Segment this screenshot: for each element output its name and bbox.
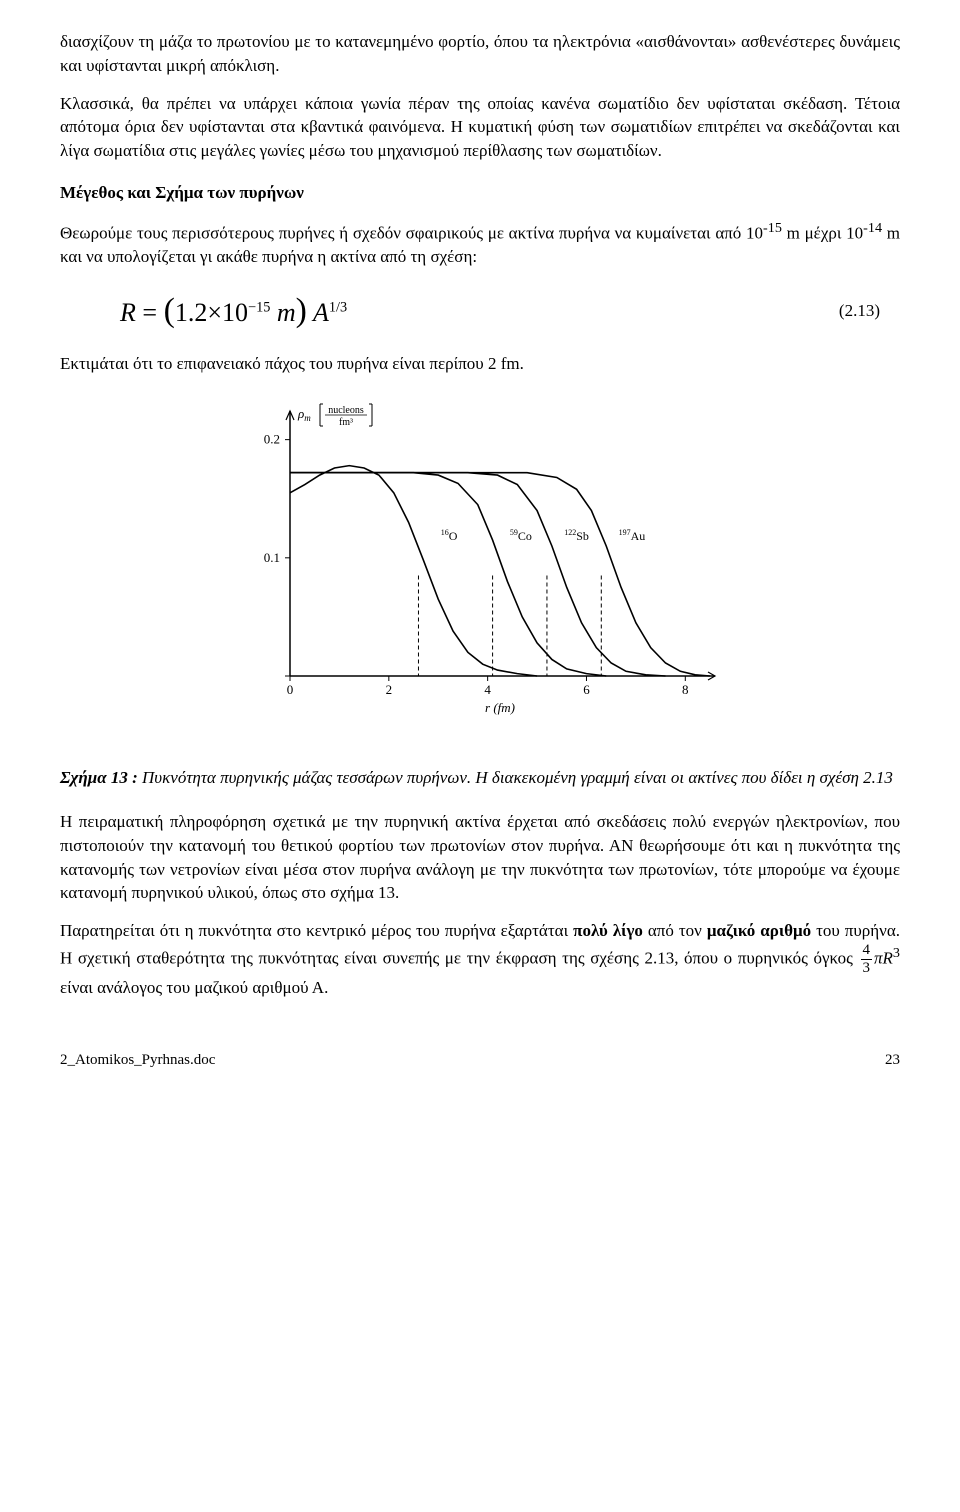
p6-d: πR bbox=[874, 948, 893, 967]
frac-den: 3 bbox=[861, 960, 873, 976]
p3-exp1: -15 bbox=[763, 220, 782, 236]
paragraph-6: Παρατηρείται ότι η πυκνότητα στο κεντρικ… bbox=[60, 919, 900, 1000]
fig-caption-lead: Σχήμα 13 : bbox=[60, 768, 138, 787]
page-footer: 2_Atomikos_Pyrhnas.doc 23 bbox=[60, 1050, 900, 1071]
paragraph-2: Κλασσικά, θα πρέπει να υπάρχει κάποια γω… bbox=[60, 92, 900, 163]
equation-number: (2.13) bbox=[839, 299, 880, 323]
inline-fraction: 43 bbox=[861, 943, 873, 976]
paragraph-3: Θεωρούμε τους περισσότερους πυρήνες ή σχ… bbox=[60, 219, 900, 269]
svg-text:4: 4 bbox=[484, 682, 491, 697]
p6-exp: 3 bbox=[893, 945, 900, 961]
p6-bold2: μαζικό αριθμό bbox=[707, 921, 811, 940]
svg-text:fm³: fm³ bbox=[339, 417, 353, 428]
p3-a: Θεωρούμε τους περισσότερους πυρήνες ή σχ… bbox=[60, 223, 763, 242]
section-heading: Μέγεθος και Σχήμα των πυρήνων bbox=[60, 181, 900, 205]
svg-text:0: 0 bbox=[287, 682, 294, 697]
footer-page: 23 bbox=[885, 1050, 900, 1071]
p3-b: m μέχρι 10 bbox=[782, 223, 863, 242]
footer-file: 2_Atomikos_Pyrhnas.doc bbox=[60, 1050, 215, 1071]
eq-unit: m bbox=[270, 298, 295, 327]
figure-13: 0 2 4 6 8 0.1 0.2 ρm nucleonsfm³ r (fm) 16O 59Co 122… bbox=[60, 396, 900, 736]
p6-e: είναι ανάλογος του μαζικού αριθμού Α. bbox=[60, 978, 328, 997]
eq-tailexp: 1/3 bbox=[329, 299, 347, 315]
svg-text:8: 8 bbox=[682, 682, 689, 697]
paragraph-4: Εκτιμάται ότι το επιφανειακό πάχος του π… bbox=[60, 352, 900, 376]
eq-coef: 1.2 bbox=[175, 298, 208, 327]
fig-caption-body: Πυκνότητα πυρηνικής μάζας τεσσάρων πυρήν… bbox=[138, 768, 893, 787]
svg-text:197Au: 197Au bbox=[619, 528, 646, 543]
svg-text:59Co: 59Co bbox=[510, 528, 532, 543]
svg-text:0.2: 0.2 bbox=[264, 432, 280, 447]
paragraph-1: διασχίζουν τη μάζα το πρωτονίου με το κα… bbox=[60, 30, 900, 78]
eq-eq: = bbox=[136, 298, 164, 327]
frac-num: 4 bbox=[861, 943, 873, 960]
eq-tail: A bbox=[307, 298, 329, 327]
svg-text:r (fm): r (fm) bbox=[485, 700, 515, 715]
p6-b: από τον bbox=[643, 921, 707, 940]
paragraph-5: Η πειραματική πληροφόρηση σχετικά με την… bbox=[60, 810, 900, 905]
p6-a: Παρατηρείται ότι η πυκνότητα στο κεντρικ… bbox=[60, 921, 573, 940]
eq-close: ) bbox=[296, 292, 307, 329]
eq-exp: −15 bbox=[248, 299, 270, 315]
equation-2-13: R = (1.2×10−15 m) A1/3 (2.13) bbox=[120, 287, 900, 334]
p3-exp2: -14 bbox=[863, 220, 882, 236]
svg-text:2: 2 bbox=[386, 682, 393, 697]
figure-13-caption: Σχήμα 13 : Πυκνότητα πυρηνικής μάζας τεσ… bbox=[60, 766, 900, 790]
svg-text:0.1: 0.1 bbox=[264, 550, 280, 565]
svg-text:ρm: ρm bbox=[297, 406, 311, 423]
svg-text:nucleons: nucleons bbox=[328, 405, 364, 416]
equation-body: R = (1.2×10−15 m) A1/3 bbox=[120, 287, 839, 334]
svg-text:122Sb: 122Sb bbox=[564, 528, 589, 543]
density-chart: 0 2 4 6 8 0.1 0.2 ρm nucleonsfm³ r (fm) 16O 59Co 122… bbox=[220, 396, 740, 736]
eq-lhs: R bbox=[120, 298, 136, 327]
eq-times: × bbox=[207, 298, 222, 327]
eq-open: ( bbox=[164, 292, 175, 329]
svg-text:16O: 16O bbox=[441, 528, 458, 543]
p6-bold1: πολύ λίγο bbox=[573, 921, 643, 940]
svg-text:6: 6 bbox=[583, 682, 590, 697]
eq-base: 10 bbox=[222, 298, 248, 327]
